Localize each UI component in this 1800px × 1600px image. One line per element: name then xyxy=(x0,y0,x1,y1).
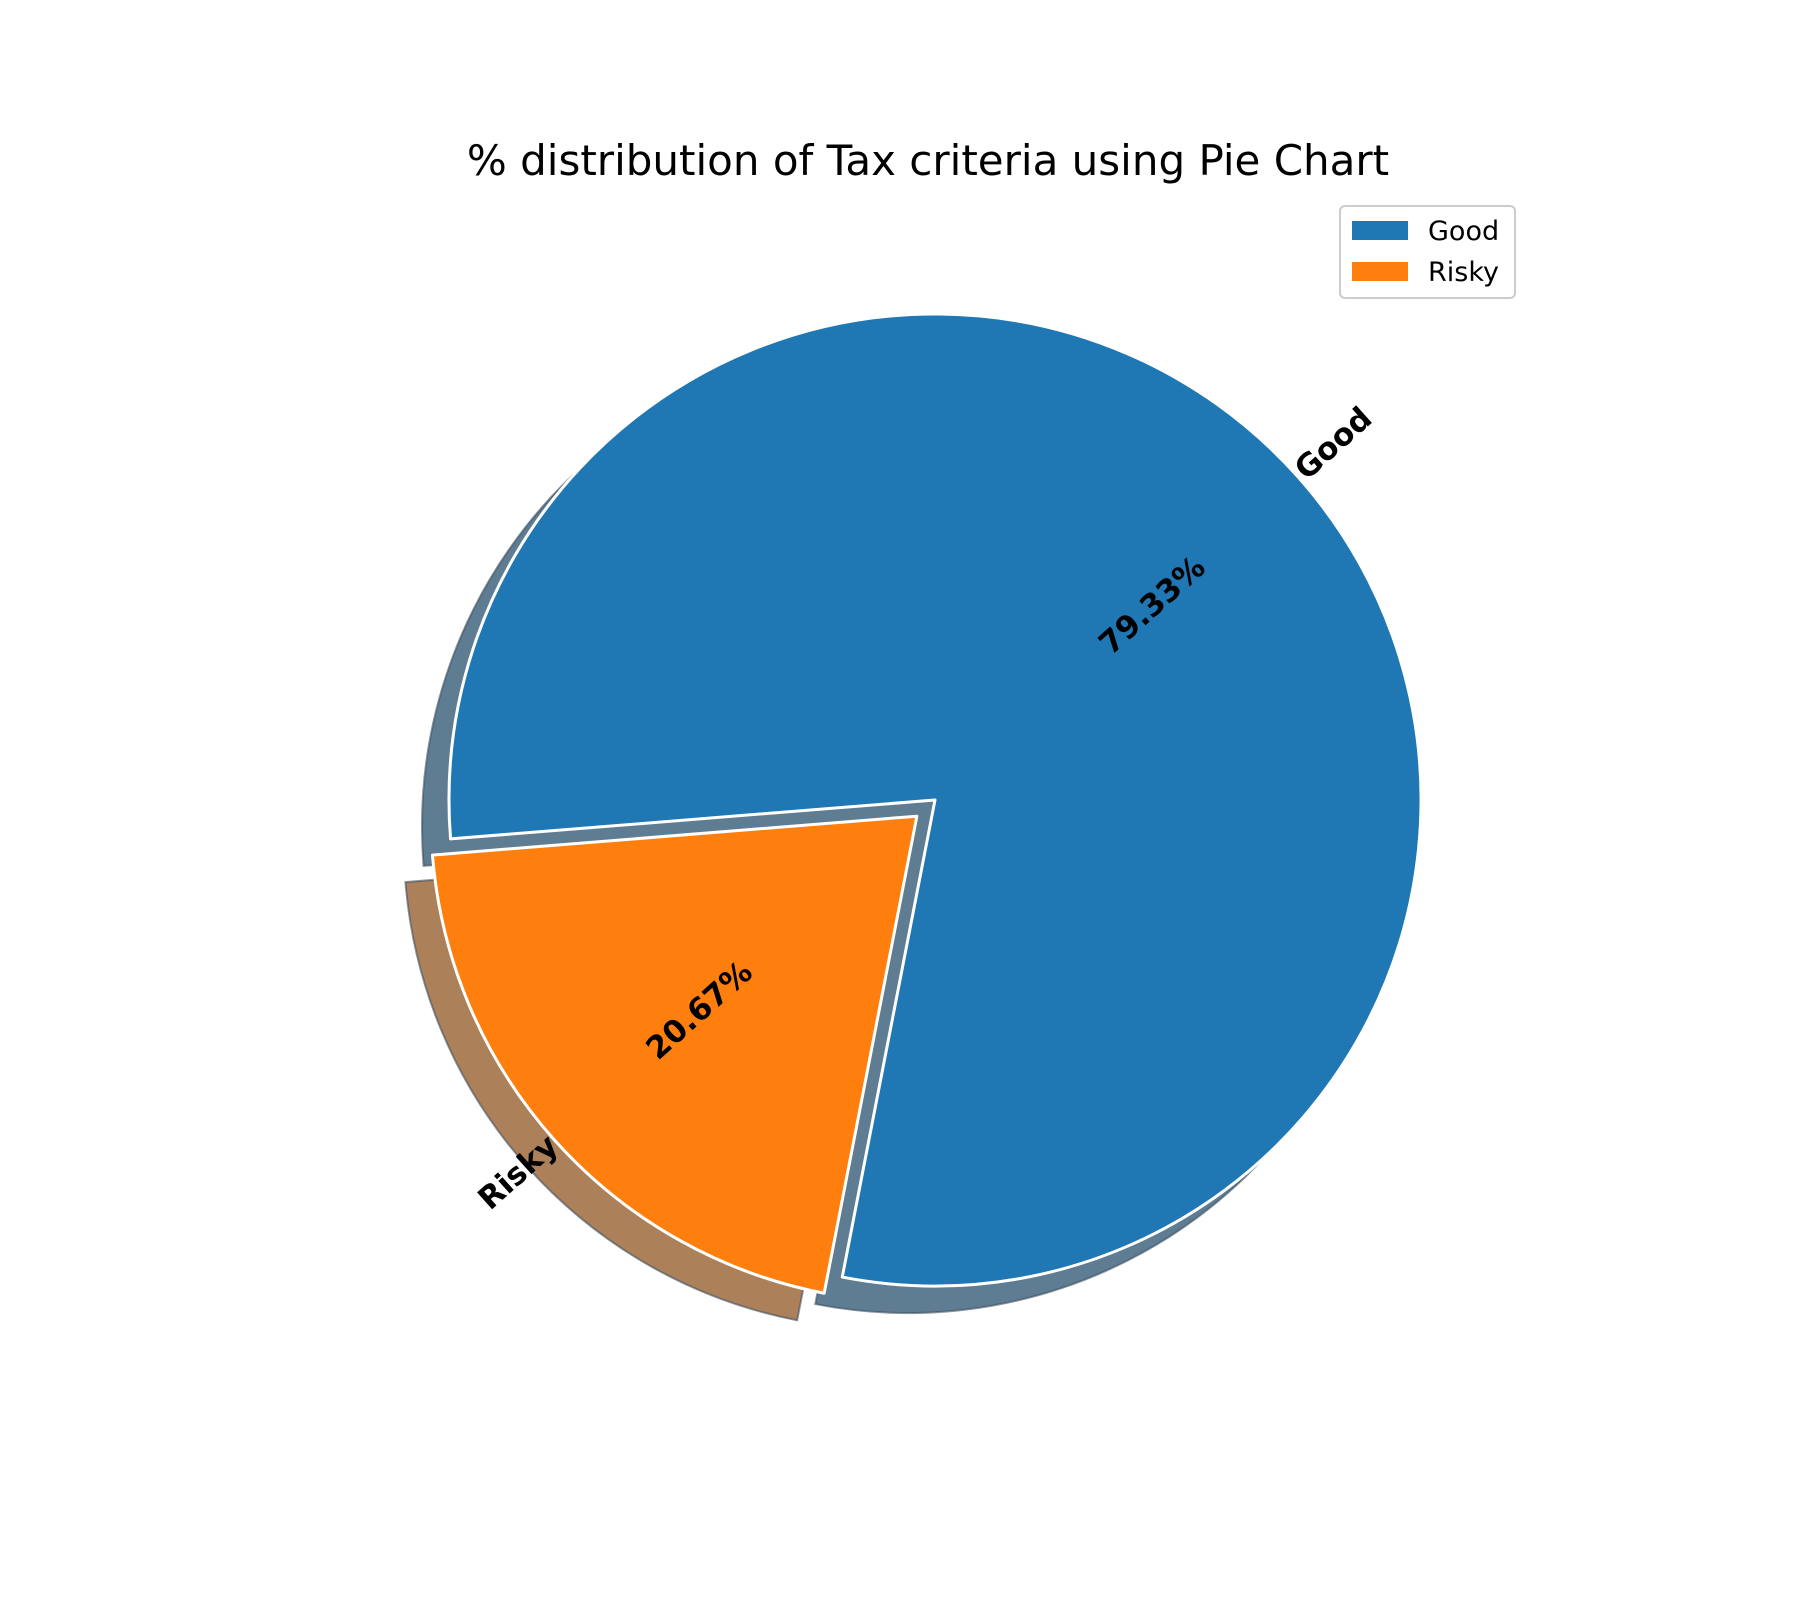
legend-swatch-risky xyxy=(1352,262,1408,281)
pie-slice-risky xyxy=(430,814,919,1295)
legend-label-risky: Risky xyxy=(1428,257,1499,288)
slice-label-good: Good xyxy=(1288,400,1379,487)
legend-swatch-good xyxy=(1352,221,1408,240)
pie-slice-good xyxy=(447,312,1423,1288)
pie-slices xyxy=(430,312,1423,1295)
chart-title: % distribution of Tax criteria using Pie… xyxy=(467,136,1389,185)
legend: Good Risky xyxy=(1339,205,1516,299)
legend-label-good: Good xyxy=(1428,216,1499,247)
